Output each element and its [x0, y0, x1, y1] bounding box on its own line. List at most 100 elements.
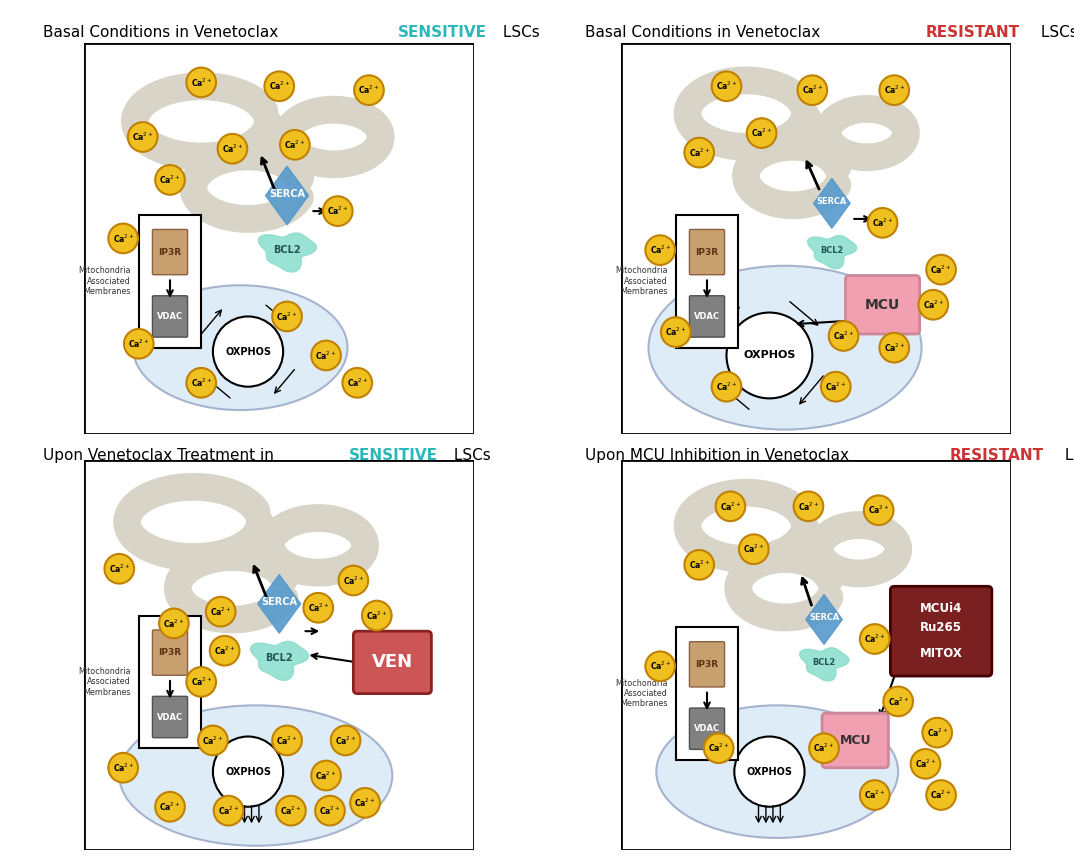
Text: Ca$^{2+}$: Ca$^{2+}$ — [108, 563, 130, 575]
Ellipse shape — [119, 706, 392, 846]
Text: Upon MCU Inhibition in Venetoclax: Upon MCU Inhibition in Venetoclax — [585, 447, 854, 463]
FancyBboxPatch shape — [139, 215, 201, 348]
Circle shape — [880, 333, 909, 362]
Text: Ca$^{2+}$: Ca$^{2+}$ — [285, 139, 305, 151]
Text: Ca$^{2+}$: Ca$^{2+}$ — [884, 342, 905, 354]
Circle shape — [350, 788, 380, 818]
Circle shape — [911, 749, 941, 779]
Circle shape — [338, 565, 368, 596]
Text: SENSITIVE: SENSITIVE — [397, 25, 487, 41]
Circle shape — [868, 208, 898, 238]
Circle shape — [159, 609, 189, 638]
Text: SERCA: SERCA — [270, 188, 305, 199]
Text: SERCA: SERCA — [816, 197, 847, 206]
Text: Ca$^{2+}$: Ca$^{2+}$ — [865, 789, 885, 801]
Circle shape — [108, 753, 137, 783]
Circle shape — [155, 165, 185, 195]
Text: Ca$^{2+}$: Ca$^{2+}$ — [650, 660, 671, 673]
Circle shape — [213, 316, 284, 387]
Text: Ca$^{2+}$: Ca$^{2+}$ — [335, 734, 357, 746]
Text: Ca$^{2+}$: Ca$^{2+}$ — [316, 349, 336, 362]
Polygon shape — [265, 166, 308, 225]
Circle shape — [918, 290, 948, 320]
Circle shape — [264, 71, 294, 101]
Text: VDAC: VDAC — [157, 713, 183, 721]
Text: Ca$^{2+}$: Ca$^{2+}$ — [743, 543, 765, 556]
Text: Ca$^{2+}$: Ca$^{2+}$ — [276, 310, 297, 323]
Text: OXPHOS: OXPHOS — [226, 766, 271, 777]
Circle shape — [880, 75, 909, 105]
Circle shape — [206, 596, 235, 627]
Text: Ca$^{2+}$: Ca$^{2+}$ — [688, 558, 710, 571]
Text: Ca$^{2+}$: Ca$^{2+}$ — [716, 381, 737, 393]
Circle shape — [311, 760, 340, 791]
Text: MITOX: MITOX — [919, 648, 962, 661]
Circle shape — [104, 554, 134, 583]
Text: LSCs: LSCs — [1036, 25, 1074, 41]
FancyBboxPatch shape — [153, 296, 188, 337]
Text: MCU: MCU — [840, 734, 871, 746]
Circle shape — [860, 624, 889, 654]
Text: Mitochondria
Associated
Membranes: Mitochondria Associated Membranes — [78, 667, 131, 697]
Text: Ca$^{2+}$: Ca$^{2+}$ — [128, 337, 149, 350]
Text: Ca$^{2+}$: Ca$^{2+}$ — [343, 574, 364, 587]
Text: Ca$^{2+}$: Ca$^{2+}$ — [347, 376, 368, 389]
FancyBboxPatch shape — [621, 460, 1012, 850]
Text: Ca$^{2+}$: Ca$^{2+}$ — [930, 264, 952, 276]
Text: Ca$^{2+}$: Ca$^{2+}$ — [865, 633, 885, 645]
Text: SENSITIVE: SENSITIVE — [349, 447, 438, 463]
Circle shape — [214, 796, 244, 825]
Text: Ca$^{2+}$: Ca$^{2+}$ — [923, 298, 944, 311]
Text: Upon Venetoclax Treatment in: Upon Venetoclax Treatment in — [43, 447, 279, 463]
Text: IP3R: IP3R — [159, 248, 182, 257]
Circle shape — [311, 341, 340, 370]
Circle shape — [794, 492, 824, 521]
Text: MCUi4: MCUi4 — [920, 602, 962, 615]
Text: Ca$^{2+}$: Ca$^{2+}$ — [868, 504, 889, 517]
Text: Mitochondria
Associated
Membranes: Mitochondria Associated Membranes — [615, 266, 668, 297]
Text: Ca$^{2+}$: Ca$^{2+}$ — [190, 376, 212, 389]
Circle shape — [209, 636, 240, 666]
Text: Ca$^{2+}$: Ca$^{2+}$ — [190, 675, 212, 688]
Text: Ca$^{2+}$: Ca$^{2+}$ — [190, 76, 212, 88]
FancyBboxPatch shape — [845, 276, 919, 334]
Circle shape — [739, 534, 769, 564]
Text: Ca$^{2+}$: Ca$^{2+}$ — [214, 644, 235, 657]
FancyBboxPatch shape — [690, 296, 725, 337]
Ellipse shape — [649, 265, 921, 430]
Text: Ca$^{2+}$: Ca$^{2+}$ — [316, 769, 336, 782]
Text: OXPHOS: OXPHOS — [743, 350, 796, 361]
Circle shape — [645, 235, 674, 265]
Text: SERCA: SERCA — [809, 613, 839, 623]
Text: Ca$^{2+}$: Ca$^{2+}$ — [751, 127, 772, 140]
Circle shape — [829, 321, 858, 351]
FancyBboxPatch shape — [153, 696, 188, 738]
Text: Ca$^{2+}$: Ca$^{2+}$ — [930, 789, 952, 801]
Text: Ca$^{2+}$: Ca$^{2+}$ — [307, 602, 329, 614]
Circle shape — [354, 75, 383, 105]
Circle shape — [155, 792, 185, 822]
Circle shape — [187, 667, 216, 697]
Circle shape — [746, 118, 777, 148]
Polygon shape — [808, 236, 857, 269]
Polygon shape — [258, 575, 301, 633]
Text: Ca$^{2+}$: Ca$^{2+}$ — [665, 326, 686, 338]
Circle shape — [863, 495, 894, 525]
Polygon shape — [250, 642, 308, 681]
Text: BCL2: BCL2 — [265, 654, 293, 663]
Text: MCU: MCU — [865, 297, 900, 312]
Text: Ca$^{2+}$: Ca$^{2+}$ — [927, 727, 947, 739]
Text: Ca$^{2+}$: Ca$^{2+}$ — [280, 805, 302, 817]
Polygon shape — [814, 179, 851, 228]
Circle shape — [726, 312, 812, 399]
Circle shape — [735, 736, 804, 806]
Text: Ca$^{2+}$: Ca$^{2+}$ — [813, 742, 834, 754]
Circle shape — [331, 726, 361, 755]
Ellipse shape — [656, 705, 898, 838]
Text: Basal Conditions in Venetoclax: Basal Conditions in Venetoclax — [585, 25, 826, 41]
FancyBboxPatch shape — [153, 230, 188, 275]
Text: IP3R: IP3R — [159, 649, 182, 657]
Text: VDAC: VDAC — [694, 312, 720, 321]
Text: Ca$^{2+}$: Ca$^{2+}$ — [720, 500, 741, 512]
Circle shape — [124, 329, 154, 359]
